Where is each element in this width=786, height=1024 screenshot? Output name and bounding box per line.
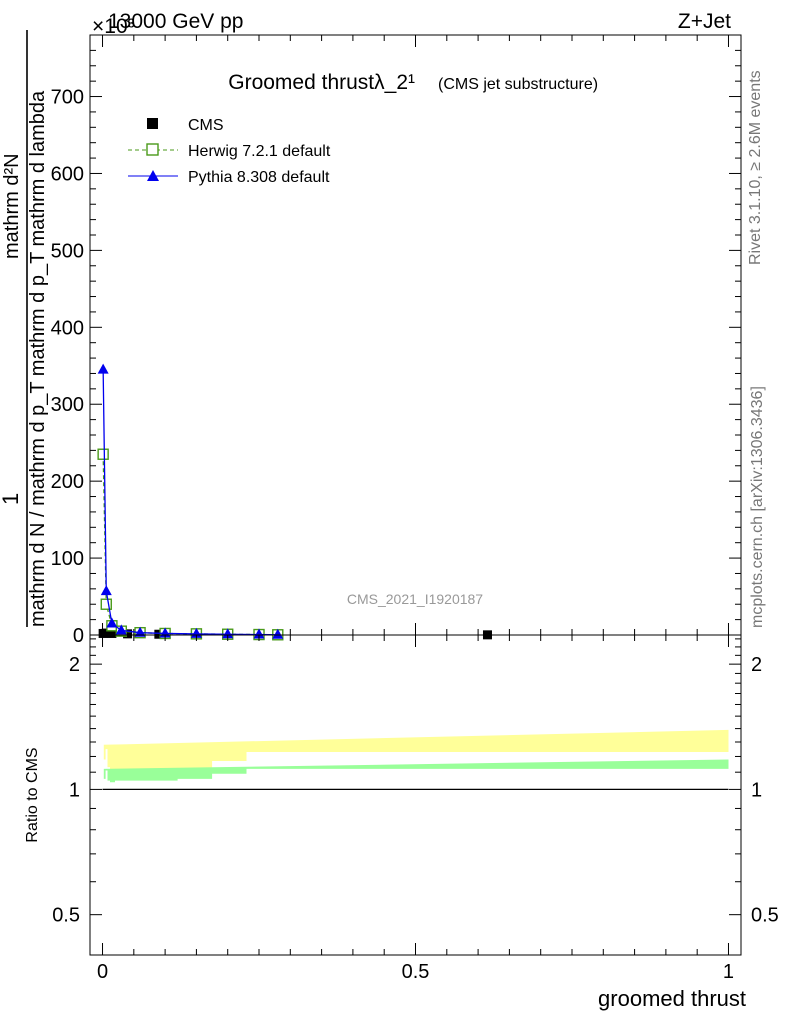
y-tick-label-5: 500 <box>51 240 84 262</box>
y-tick-label-2: 200 <box>51 471 84 493</box>
y-tick-label-1: 100 <box>51 548 84 570</box>
y-tick-label-0: 0 <box>73 625 84 647</box>
rivet-version-label: Rivet 3.1.10, ≥ 2.6M events <box>747 70 764 265</box>
ratio-y-tick-label-1: 1 <box>69 779 80 801</box>
y-tick-label-3: 300 <box>51 394 84 416</box>
legend-cms-marker <box>147 118 158 129</box>
plot-subtitle: (CMS jet substructure) <box>438 76 598 93</box>
legend-herwig-marker <box>146 143 159 156</box>
ratio-y-tick-label-0: 0.5 <box>52 905 80 927</box>
cms-data-point-3 <box>123 629 133 639</box>
process-label: Z+Jet <box>678 10 731 33</box>
ratio-y-label: Ratio to CMS <box>24 747 41 842</box>
pythia-data-point-9 <box>272 628 284 639</box>
mcplots-source-label: mcplots.cern.ch [arXiv:1306.3436] <box>749 386 766 628</box>
analysis-label: CMS_2021_I1920187 <box>347 591 483 607</box>
ratio-y-tick-label-2: 2 <box>69 654 80 676</box>
ratio-plot-frame <box>89 634 742 956</box>
energy-label: 13000 GeV pp <box>108 10 243 33</box>
ratio-bands <box>102 729 729 791</box>
main-plot-panel: Groomed thrustλ_2¹ (CMS jet substructure… <box>51 34 742 647</box>
herwig-data-point-0 <box>97 448 109 460</box>
legend-pythia-marker <box>147 170 159 181</box>
pythia-data-point-7 <box>222 628 234 639</box>
ratio-axes: 0.5 0.5 1 1 2 2 0 0.5 1 <box>52 635 779 983</box>
ratio-y-tick-label-right-2: 2 <box>751 654 762 676</box>
herwig-data-point-1 <box>100 598 112 610</box>
legend-herwig-label: Herwig 7.2.1 default <box>188 143 331 160</box>
x-tick-label-0: 0 <box>97 961 108 983</box>
cms-data-point-1 <box>101 628 111 638</box>
legend: CMS Herwig 7.2.1 default Pythia 8.308 de… <box>128 117 331 186</box>
pythia-data-point-8 <box>253 628 265 639</box>
pythia-data-point-4 <box>134 626 146 637</box>
x-axis-label: groomed thrust <box>598 986 746 1011</box>
pythia-data-point-1 <box>100 585 112 596</box>
main-axes: 0 100 200 300 400 500 600 700 <box>51 34 741 647</box>
x-tick-label-2: 1 <box>723 961 734 983</box>
y-label-numerator: mathrm d²N <box>1 153 23 259</box>
exponent-label: ×10³ <box>92 15 135 38</box>
ratio-y-tick-label-right-0: 0.5 <box>751 905 779 927</box>
cms-data-point-2 <box>107 628 117 638</box>
pythia-data-point-3 <box>115 624 127 635</box>
ratio-outer-uncertainty-band <box>102 729 729 774</box>
legend-cms-label: CMS <box>188 117 224 134</box>
cms-data-point-4 <box>154 629 164 639</box>
ratio-inner-uncertainty-band <box>102 759 729 783</box>
legend-pythia-label: Pythia 8.308 default <box>188 169 330 186</box>
series-line-2 <box>102 369 278 636</box>
pythia-data-point-2 <box>106 617 118 628</box>
main-y-axis-label: 1 mathrm d²N mathrm d N / mathrm d p_T m… <box>0 30 49 627</box>
y-label-top: 1 <box>0 493 23 505</box>
x-tick-label-1: 0.5 <box>402 961 430 983</box>
y-label-denominator: mathrm d N / mathrm d p_T mathrm d p_T m… <box>27 90 49 627</box>
y-tick-label-7: 700 <box>51 87 84 109</box>
plot-title: Groomed thrustλ_2¹ <box>228 71 415 94</box>
y-tick-label-4: 400 <box>51 317 84 339</box>
y-tick-label-6: 600 <box>51 163 84 185</box>
ratio-plot-panel: 0.5 0.5 1 1 2 2 0 0.5 1 Ratio to CMS <box>24 634 779 983</box>
series-line-1 <box>102 454 278 636</box>
pythia-data-point-0 <box>97 363 109 374</box>
ratio-y-tick-label-right-1: 1 <box>751 779 762 801</box>
